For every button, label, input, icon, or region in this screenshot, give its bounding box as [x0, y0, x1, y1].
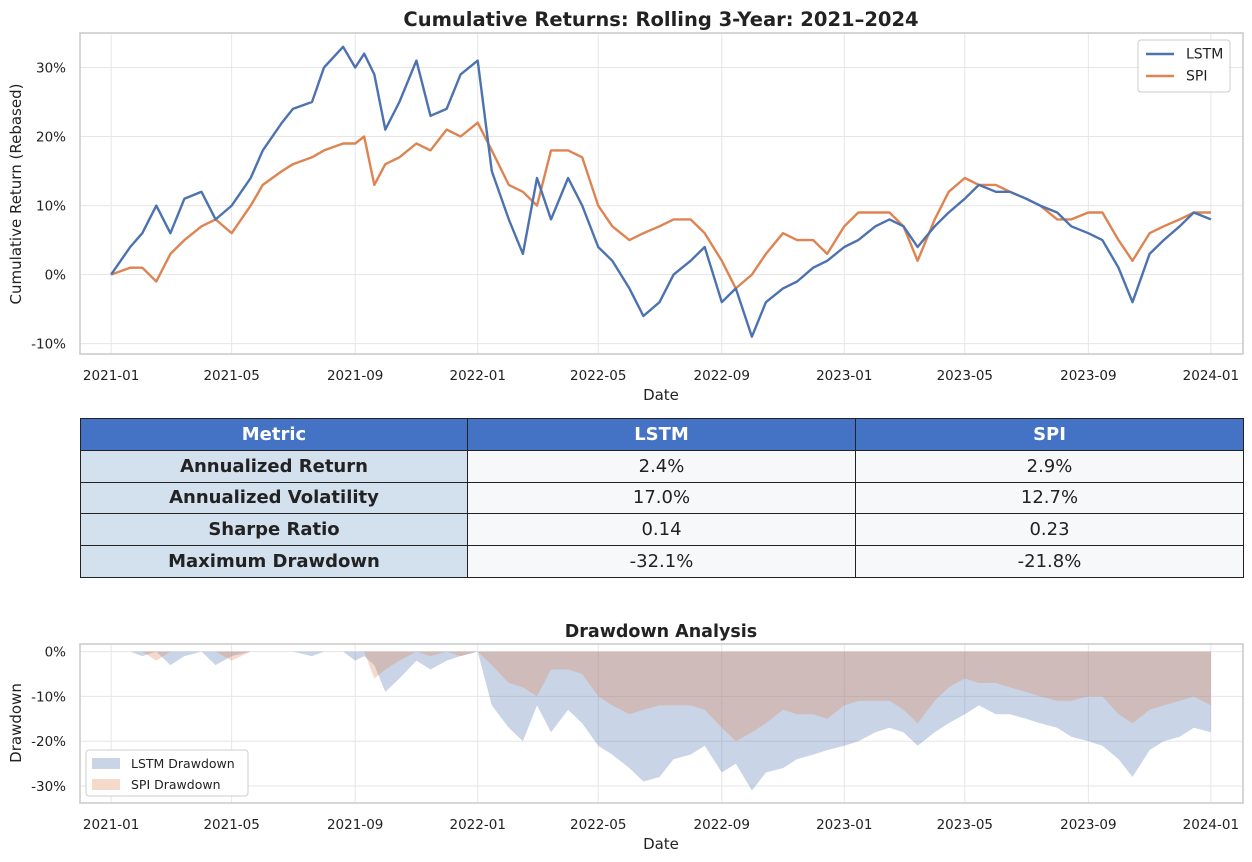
- y-tick-label: 0%: [45, 268, 67, 284]
- x-tick-label: 2022-01: [450, 368, 506, 384]
- x-tick-label: 2022-09: [694, 817, 750, 833]
- x-tick-label: 2023-01: [816, 817, 872, 833]
- cumulative-returns-series: [110, 45, 1212, 338]
- drawdown-x-label: Date: [643, 835, 679, 853]
- lstm-drawdown-area: [111, 651, 1211, 791]
- x-tick-label: 2021-09: [327, 817, 383, 833]
- y-tick-label: -10%: [31, 337, 66, 353]
- drawdown-y-label: Drawdown: [7, 683, 25, 763]
- legend-label-lstm: LSTM: [1186, 47, 1223, 63]
- lstm-value-cell: 0.14: [467, 513, 856, 547]
- drawdown-legend: LSTM Drawdown SPI Drawdown: [85, 749, 249, 797]
- x-tick-label: 2022-01: [450, 817, 506, 833]
- x-tick-label: 2021-01: [83, 368, 139, 384]
- cumulative-returns-plot-frame: [79, 32, 1244, 355]
- drawdown-legend-box: [85, 749, 249, 797]
- y-tick-label: 20%: [36, 130, 66, 146]
- spi-value-cell: -21.8%: [855, 545, 1244, 578]
- drawdown-chart: Drawdown Analysis 2021-01 2021-05 2021-09 2…: [7, 622, 1244, 853]
- x-tick-label: 2023-09: [1060, 817, 1116, 833]
- cumulative-returns-chart: Cumulative Returns: Rolling 3-Year: 2021…: [7, 8, 1244, 404]
- drawdown-y-ticks: 0% -10% -20% -30%: [31, 645, 66, 795]
- x-tick-label: 2024-01: [1183, 368, 1239, 384]
- metric-name-cell: Maximum Drawdown: [80, 545, 468, 578]
- legend-label-lstm-drawdown: LSTM Drawdown: [131, 756, 235, 771]
- x-tick-label: 2021-05: [203, 368, 259, 384]
- metric-name-cell: Annualized Return: [80, 449, 468, 483]
- x-tick-label: 2021-05: [203, 817, 259, 833]
- legend-label-spi: SPI: [1186, 69, 1207, 85]
- spi-value-cell: 0.23: [855, 513, 1244, 547]
- cumulative-returns-x-label: Date: [643, 386, 679, 404]
- lstm-line: [110, 45, 1212, 338]
- metric-name-cell: Annualized Volatility: [80, 481, 468, 515]
- x-tick-label: 2023-05: [937, 368, 993, 384]
- lstm-value-cell: 17.0%: [467, 481, 856, 515]
- table-header-spi: SPI: [855, 418, 1244, 451]
- cumulative-returns-x-ticks: 2021-01 2021-05 2021-09 2022-01 2022-05 2022-…: [83, 368, 1239, 384]
- y-tick-label: -30%: [31, 779, 66, 795]
- x-tick-label: 2023-01: [816, 368, 872, 384]
- spi-drawdown-area: [111, 651, 1211, 742]
- y-tick-label: -20%: [31, 734, 66, 750]
- table-header-metric: Metric: [80, 418, 468, 451]
- x-tick-label: 2022-09: [694, 368, 750, 384]
- table-row: Annualized Return 2.4% 2.9%: [80, 449, 1244, 483]
- x-tick-label: 2021-09: [327, 368, 383, 384]
- metrics-table: Metric LSTM SPI Annualized Return 2.4% 2…: [80, 418, 1244, 578]
- legend-label-spi-drawdown: SPI Drawdown: [131, 777, 221, 792]
- drawdown-title: Drawdown Analysis: [565, 622, 757, 642]
- x-tick-label: 2021-01: [83, 817, 139, 833]
- table-row: Sharpe Ratio 0.14 0.23: [80, 513, 1244, 547]
- cumulative-returns-grid: [80, 33, 1243, 354]
- drawdown-series: [111, 651, 1211, 791]
- lstm-value-cell: 2.4%: [467, 449, 856, 483]
- x-tick-label: 2022-05: [570, 817, 626, 833]
- drawdown-plot-frame: [79, 643, 1244, 804]
- metric-name-cell: Sharpe Ratio: [80, 513, 468, 547]
- drawdown-x-ticks: 2021-01 2021-05 2021-09 2022-01 2022-05 2022-…: [83, 817, 1239, 833]
- x-tick-label: 2023-05: [937, 817, 993, 833]
- table-header-row: Metric LSTM SPI: [80, 418, 1244, 451]
- table-row: Maximum Drawdown -32.1% -21.8%: [80, 545, 1244, 578]
- cumulative-returns-title: Cumulative Returns: Rolling 3-Year: 2021…: [403, 8, 918, 31]
- spi-value-cell: 12.7%: [855, 481, 1244, 515]
- y-tick-label: 30%: [36, 61, 66, 77]
- y-tick-label: 10%: [36, 199, 66, 215]
- table-header-lstm: LSTM: [467, 418, 856, 451]
- y-tick-label: 0%: [45, 645, 67, 661]
- legend-swatch-lstm-drawdown: [92, 758, 120, 769]
- x-tick-label: 2024-01: [1183, 817, 1239, 833]
- cumulative-returns-y-label: Cumulative Return (Rebased): [7, 84, 25, 305]
- x-tick-label: 2023-09: [1060, 368, 1116, 384]
- lstm-value-cell: -32.1%: [467, 545, 856, 578]
- spi-value-cell: 2.9%: [855, 449, 1244, 483]
- y-tick-label: -10%: [31, 689, 66, 705]
- x-tick-label: 2022-05: [570, 368, 626, 384]
- legend-swatch-spi-drawdown: [92, 779, 120, 790]
- cumulative-returns-legend: LSTM SPI: [1137, 39, 1231, 93]
- cumulative-returns-y-ticks: -10% 0% 10% 20% 30%: [31, 61, 66, 353]
- table-row: Annualized Volatility 17.0% 12.7%: [80, 481, 1244, 515]
